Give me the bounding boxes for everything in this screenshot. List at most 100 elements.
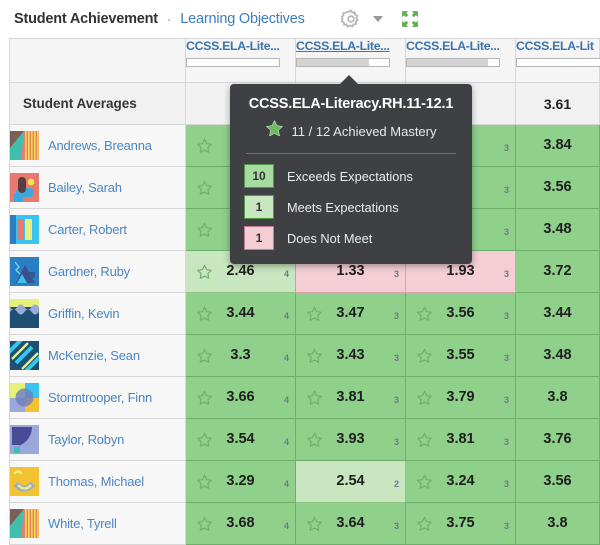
avatar-andrews — [10, 131, 39, 160]
header-cell-standard-4[interactable]: CCSS.ELA-Lit — [515, 38, 600, 83]
score-cell[interactable]: 3.56 — [515, 166, 600, 209]
score-cell[interactable]: 3.8 — [515, 502, 600, 545]
chevron-down-icon[interactable] — [372, 16, 383, 22]
score-cell[interactable]: 3 3.81 — [295, 376, 406, 419]
score-value: 3.47 — [336, 305, 365, 322]
score-value: 3.8 — [547, 389, 568, 406]
score-value: 3.3 — [230, 347, 251, 364]
expand-fullscreen-icon[interactable] — [391, 10, 419, 28]
student-name-link[interactable]: Thomas, Michael — [48, 474, 144, 489]
score-value: 1.93 — [446, 263, 475, 280]
score-cell[interactable]: 3.84 — [515, 124, 600, 167]
avatar-carter — [10, 215, 39, 244]
score-cell[interactable]: 3 3.55 — [405, 334, 516, 377]
student-name-cell: White, Tyrell — [9, 502, 186, 545]
avatar-gardner — [10, 257, 39, 286]
tooltip-legend-count: 1 — [244, 195, 274, 219]
student-name-link[interactable]: Andrews, Breanna — [48, 138, 152, 153]
score-cell[interactable]: 3 3.24 — [405, 460, 516, 503]
score-cell[interactable]: 3.76 — [515, 418, 600, 461]
score-cell[interactable]: 2 2.54 — [295, 460, 406, 503]
breadcrumb-link-learning-objectives[interactable]: Learning Objectives — [180, 11, 305, 27]
score-value: 3.81 — [446, 431, 475, 448]
score-attempts-count: 4 — [283, 353, 289, 363]
student-name-link[interactable]: Carter, Robert — [48, 222, 127, 237]
tooltip-arrow — [339, 75, 359, 85]
score-cell[interactable]: 4 3.68 — [185, 502, 296, 545]
score-cell[interactable]: 3 3.43 — [295, 334, 406, 377]
mastery-progress-bar-2 — [296, 58, 390, 67]
standard-link-1[interactable]: CCSS.ELA-Lite... — [186, 39, 280, 53]
student-name-link[interactable]: Gardner, Ruby — [48, 264, 130, 279]
score-value: 3.24 — [446, 473, 475, 490]
score-cell[interactable]: 3.48 — [515, 334, 600, 377]
score-cell[interactable]: 4 3.66 — [185, 376, 296, 419]
tooltip-legend-count: 1 — [244, 226, 274, 250]
score-cell[interactable]: 3.44 — [515, 292, 600, 335]
avatar-bailey — [10, 173, 39, 202]
score-attempts-count: 3 — [503, 143, 509, 153]
score-value: 3.48 — [543, 347, 572, 364]
score-value: 3.56 — [446, 305, 475, 322]
student-name-cell: McKenzie, Sean — [9, 334, 186, 377]
page-title: Student Achievement — [14, 11, 158, 27]
mastery-progress-fill — [407, 59, 488, 66]
score-value: 3.81 — [336, 389, 365, 406]
breadcrumb-separator: · — [166, 11, 172, 27]
table-row: Griffin, Kevin 4 3.44 3 3.47 3 3.56 3.44 — [9, 292, 600, 335]
tooltip-legend-row: 10 Exceeds Expectations — [244, 164, 458, 188]
header-cell-standard-1[interactable]: CCSS.ELA-Lite... — [185, 38, 296, 83]
score-cell[interactable]: 3 3.81 — [405, 418, 516, 461]
score-cell[interactable]: 3 3.79 — [405, 376, 516, 419]
avatar-mckenzie — [10, 341, 39, 370]
score-attempts-count: 3 — [503, 227, 509, 237]
student-name-link[interactable]: Taylor, Robyn — [48, 432, 125, 447]
score-cell[interactable]: 4 3.44 — [185, 292, 296, 335]
score-cell[interactable]: 4 3.3 — [185, 334, 296, 377]
score-attempts-count: 3 — [503, 311, 509, 321]
standard-link-3[interactable]: CCSS.ELA-Lite... — [406, 39, 500, 53]
student-name-link[interactable]: Bailey, Sarah — [48, 180, 122, 195]
student-averages-label: Student Averages — [9, 82, 186, 125]
score-value: 3.72 — [543, 263, 572, 280]
score-value: 3.64 — [336, 515, 365, 532]
score-attempts-count: 3 — [393, 437, 399, 447]
student-name-link[interactable]: White, Tyrell — [48, 516, 117, 531]
score-value: 3.44 — [226, 305, 255, 322]
score-cell[interactable]: 3 3.56 — [405, 292, 516, 335]
score-cell[interactable]: 3 3.93 — [295, 418, 406, 461]
avatar-stormtrooper — [10, 383, 39, 412]
student-name-cell: Stormtrooper, Finn — [9, 376, 186, 419]
student-name-cell: Andrews, Breanna — [9, 124, 186, 167]
table-row: Taylor, Robyn 4 3.54 3 3.93 3 3.81 3.76 — [9, 418, 600, 461]
score-attempts-count: 3 — [503, 395, 509, 405]
student-name-link[interactable]: McKenzie, Sean — [48, 348, 140, 363]
average-cell-4: 3.61 — [515, 82, 600, 125]
score-value: 3.76 — [543, 431, 572, 448]
score-value: 3.75 — [446, 515, 475, 532]
score-attempts-count: 3 — [503, 185, 509, 195]
gear-icon[interactable] — [340, 9, 361, 29]
score-cell[interactable]: 3 3.64 — [295, 502, 406, 545]
score-cell[interactable]: 4 3.29 — [185, 460, 296, 503]
score-cell[interactable]: 3 3.47 — [295, 292, 406, 335]
tooltip-legend-row: 1 Meets Expectations — [244, 195, 458, 219]
score-cell[interactable]: 3 3.75 — [405, 502, 516, 545]
student-name-link[interactable]: Stormtrooper, Finn — [48, 390, 153, 405]
standard-link-4[interactable]: CCSS.ELA-Lit — [516, 39, 594, 53]
score-cell[interactable]: 3.72 — [515, 250, 600, 293]
student-name-link[interactable]: Griffin, Kevin — [48, 306, 120, 321]
tooltip-legend-label: Exceeds Expectations — [287, 168, 413, 184]
score-cell[interactable]: 3.8 — [515, 376, 600, 419]
header-cell-standard-2[interactable]: CCSS.ELA-Lite... — [295, 38, 406, 83]
score-attempts-count: 3 — [503, 269, 509, 279]
score-cell[interactable]: 3.48 — [515, 208, 600, 251]
score-cell[interactable]: 4 3.54 — [185, 418, 296, 461]
standard-link-2[interactable]: CCSS.ELA-Lite... — [296, 39, 390, 53]
score-cell[interactable]: 3.56 — [515, 460, 600, 503]
score-value: 3.66 — [226, 389, 255, 406]
mastery-progress-fill — [297, 59, 369, 66]
header-cell-standard-3[interactable]: CCSS.ELA-Lite... — [405, 38, 516, 83]
student-name-cell: Bailey, Sarah — [9, 166, 186, 209]
